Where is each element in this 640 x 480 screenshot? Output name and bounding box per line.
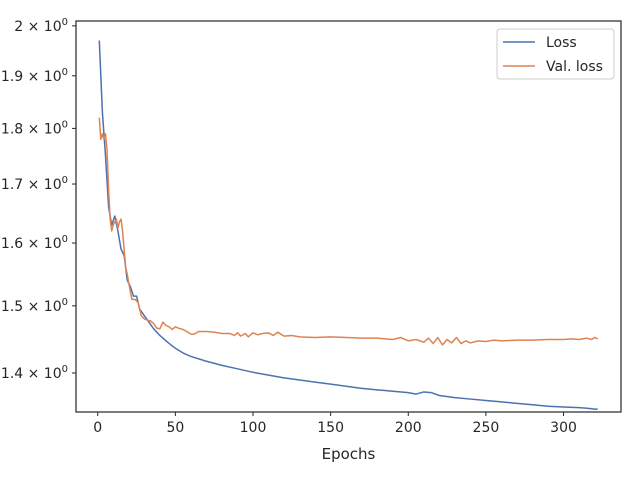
y-tick-label: 1.7 × 100 [1, 175, 68, 193]
x-tick-label: 150 [317, 420, 344, 436]
x-tick-label: 200 [395, 420, 422, 436]
y-tick-label: 1.5 × 100 [1, 297, 68, 315]
legend: Loss Val. loss [496, 28, 615, 80]
series-line-2 [98, 117, 599, 346]
x-tick-label: 100 [240, 420, 267, 436]
x-axis-ticks: 0 50 100 150 200 250 300 [93, 412, 577, 436]
y-tick-label: 1.8 × 100 [1, 119, 68, 137]
y-axis-ticks: 1.4 × 100 1.5 × 100 1.6 × 100 1.7 × 100 1.8 … [1, 17, 76, 382]
y-tick-label: 1.4 × 100 [1, 364, 68, 382]
legend-label-1: Loss [546, 35, 577, 51]
x-tick-label: 300 [550, 420, 577, 436]
y-tick-label: 1.6 × 100 [1, 234, 68, 252]
y-tick-label: 1.9 × 100 [1, 67, 68, 85]
x-tick-label: 50 [166, 420, 184, 436]
series-layer [98, 40, 599, 410]
x-tick-label: 0 [93, 420, 102, 436]
legend-label-2: Val. loss [546, 59, 603, 75]
x-tick-label: 250 [473, 420, 500, 436]
x-axis-label: Epochs [322, 445, 376, 463]
plot-area [76, 21, 621, 412]
plot-frame [75, 20, 622, 413]
y-tick-label: 2 × 100 [14, 17, 68, 35]
